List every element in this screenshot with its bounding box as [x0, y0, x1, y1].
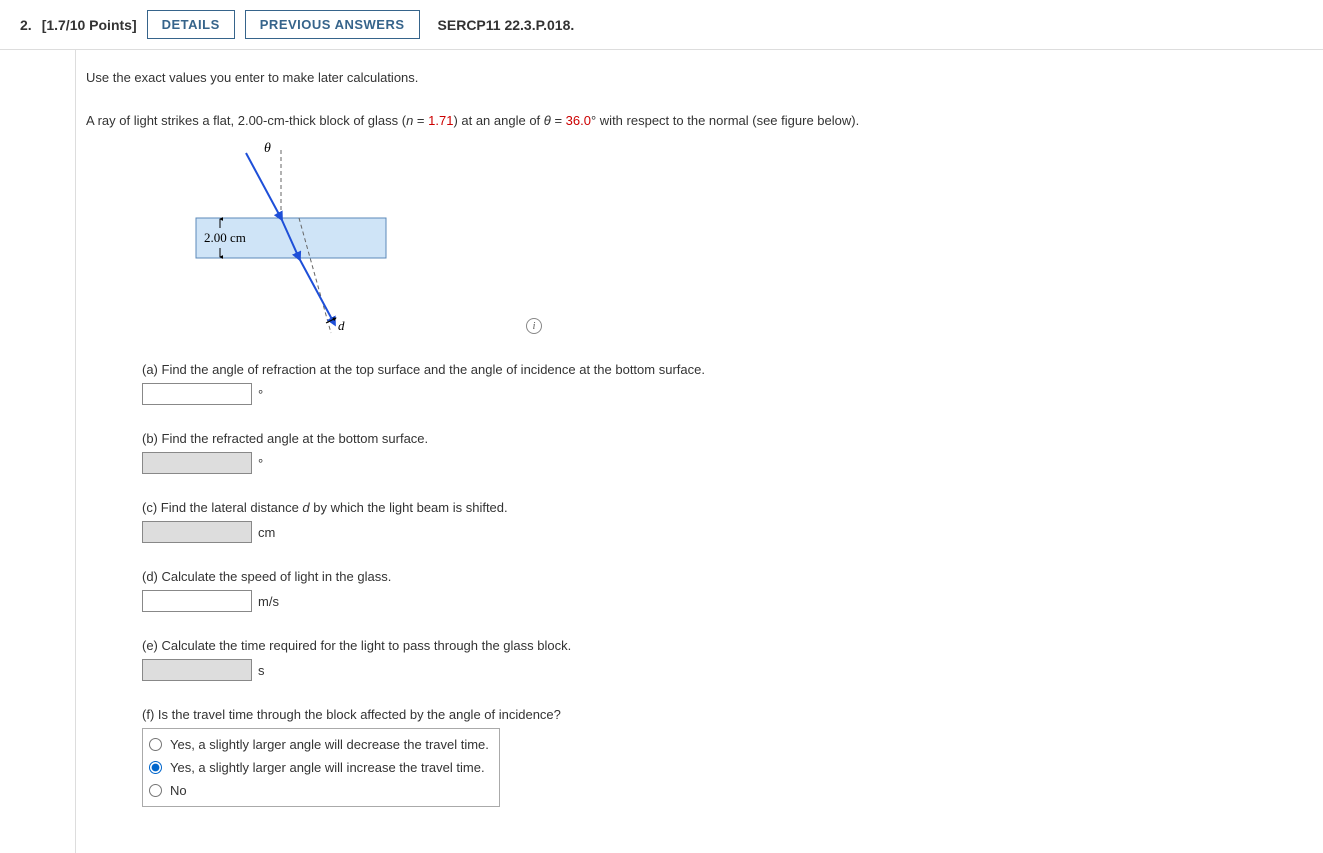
part-c-unit: cm	[258, 525, 275, 540]
part-c-label-post: by which the light beam is shifted.	[310, 500, 508, 515]
question-header: 2. [1.7/10 Points] DETAILS PREVIOUS ANSW…	[0, 0, 1323, 50]
prompt-eq2: =	[551, 113, 566, 128]
thickness-figure-label: 2.00 cm	[204, 230, 246, 245]
theta-symbol: θ	[544, 113, 551, 128]
part-f-radio-0[interactable]	[149, 738, 162, 751]
part-a-unit: °	[258, 387, 263, 402]
part-e-input	[142, 659, 252, 681]
figure-row: θ d 2.00 cm i	[186, 138, 1293, 338]
prompt-pre: A ray of light strikes a flat, 2.00-cm-t…	[86, 113, 406, 128]
part-f-option-1-label: Yes, a slightly larger angle will increa…	[170, 760, 485, 775]
part-f-option-2[interactable]: No	[147, 779, 491, 802]
previous-answers-button[interactable]: PREVIOUS ANSWERS	[245, 10, 420, 39]
details-button[interactable]: DETAILS	[147, 10, 235, 39]
d-figure-label: d	[338, 318, 345, 333]
n-value: 1.71	[428, 113, 453, 128]
refraction-figure: θ d 2.00 cm	[186, 138, 396, 338]
part-b-input	[142, 452, 252, 474]
part-b: (b) Find the refracted angle at the bott…	[142, 431, 1293, 474]
part-c: (c) Find the lateral distance d by which…	[142, 500, 1293, 543]
part-e-unit: s	[258, 663, 265, 678]
part-f-option-0[interactable]: Yes, a slightly larger angle will decrea…	[147, 733, 491, 756]
prompt-text: A ray of light strikes a flat, 2.00-cm-t…	[86, 113, 1293, 128]
prompt-post: ° with respect to the normal (see figure…	[591, 113, 859, 128]
info-icon[interactable]: i	[526, 318, 542, 334]
parts-container: (a) Find the angle of refraction at the …	[142, 362, 1293, 807]
part-d-label: (d) Calculate the speed of light in the …	[142, 569, 1293, 584]
points-label: [1.7/10 Points]	[42, 17, 137, 33]
part-c-input	[142, 521, 252, 543]
part-f: (f) Is the travel time through the block…	[142, 707, 1293, 807]
prompt-mid: ) at an angle of	[453, 113, 543, 128]
part-f-radio-2[interactable]	[149, 784, 162, 797]
part-d-unit: m/s	[258, 594, 279, 609]
part-f-radio-group: Yes, a slightly larger angle will decrea…	[142, 728, 500, 807]
part-c-label: (c) Find the lateral distance d by which…	[142, 500, 1293, 515]
part-f-option-2-label: No	[170, 783, 187, 798]
part-b-unit: °	[258, 456, 263, 471]
part-b-label: (b) Find the refracted angle at the bott…	[142, 431, 1293, 446]
part-d: (d) Calculate the speed of light in the …	[142, 569, 1293, 612]
part-d-input[interactable]	[142, 590, 252, 612]
part-a-input[interactable]	[142, 383, 252, 405]
part-f-option-0-label: Yes, a slightly larger angle will decrea…	[170, 737, 489, 752]
prompt-eq1: =	[413, 113, 428, 128]
part-f-option-1[interactable]: Yes, a slightly larger angle will increa…	[147, 756, 491, 779]
part-c-d-symbol: d	[302, 500, 309, 515]
textbook-reference: SERCP11 22.3.P.018.	[438, 17, 575, 33]
part-a: (a) Find the angle of refraction at the …	[142, 362, 1293, 405]
part-a-label: (a) Find the angle of refraction at the …	[142, 362, 1293, 377]
question-content: Use the exact values you enter to make l…	[75, 50, 1323, 853]
question-number: 2.	[20, 17, 32, 33]
part-e-label: (e) Calculate the time required for the …	[142, 638, 1293, 653]
instruction-text: Use the exact values you enter to make l…	[86, 70, 1293, 85]
theta-figure-label: θ	[264, 141, 271, 156]
part-f-radio-1[interactable]	[149, 761, 162, 774]
part-c-label-pre: (c) Find the lateral distance	[142, 500, 302, 515]
part-e: (e) Calculate the time required for the …	[142, 638, 1293, 681]
angle-value: 36.0	[566, 113, 591, 128]
part-f-label: (f) Is the travel time through the block…	[142, 707, 1293, 722]
